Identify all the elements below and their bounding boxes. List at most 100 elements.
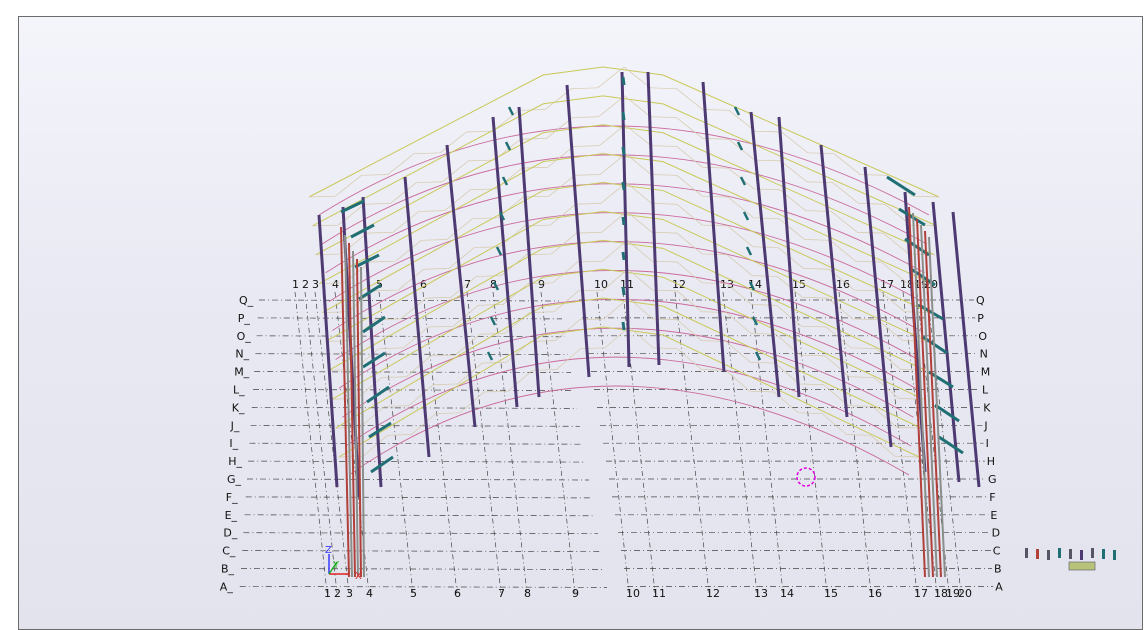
column-member[interactable] xyxy=(863,166,893,448)
brace-member[interactable] xyxy=(368,421,392,439)
truss-web[interactable] xyxy=(322,182,931,313)
roof-truss-chord[interactable] xyxy=(315,124,935,256)
brace-member[interactable] xyxy=(362,315,386,334)
structure-model-canvas[interactable]: Q_ P_ O_ N_ M_ L_ K_ J_ I_ H_ G_ F_ E_ D_ C_ B_ A_ QPONM… xyxy=(19,17,1142,629)
column-member[interactable] xyxy=(931,201,961,483)
column-member[interactable] xyxy=(620,71,631,368)
column-member[interactable] xyxy=(819,144,849,418)
column-member[interactable] xyxy=(317,214,339,488)
grid-row-line xyxy=(251,407,578,409)
grid-column-label-top: 3 xyxy=(312,278,319,291)
grid-row-line xyxy=(239,586,608,588)
end-wall-member[interactable] xyxy=(912,212,930,578)
end-wall-member[interactable] xyxy=(928,236,946,578)
column-member[interactable] xyxy=(701,81,726,373)
slope-brace[interactable] xyxy=(742,211,750,221)
roof-truss-chord[interactable] xyxy=(322,182,931,314)
ridge-brace[interactable] xyxy=(621,251,626,261)
grid-column-line xyxy=(294,291,328,594)
slope-brace[interactable] xyxy=(733,106,741,116)
ridge-brace[interactable] xyxy=(621,216,626,226)
grid-column-label-bottom: 9 xyxy=(572,587,579,600)
slope-brace[interactable] xyxy=(498,211,506,221)
end-wall-member[interactable] xyxy=(352,250,359,578)
legend-bar xyxy=(1036,549,1039,559)
slope-brace[interactable] xyxy=(751,316,759,326)
slope-brace[interactable] xyxy=(507,106,515,116)
column-member[interactable] xyxy=(445,144,477,428)
brace-member[interactable] xyxy=(370,455,394,474)
roof-truss-chord[interactable] xyxy=(318,153,933,285)
grid-row-line xyxy=(242,550,602,552)
grid-column-line xyxy=(540,291,576,594)
slope-brace[interactable] xyxy=(501,176,509,186)
column-member[interactable] xyxy=(646,71,661,366)
end-wall-member[interactable] xyxy=(340,226,350,578)
slope-brace[interactable] xyxy=(492,281,500,291)
slope-brace[interactable] xyxy=(736,141,744,151)
end-wall-member[interactable] xyxy=(920,224,938,578)
slope-brace[interactable] xyxy=(504,141,512,151)
brace-member[interactable] xyxy=(362,351,386,369)
slope-brace[interactable] xyxy=(748,281,756,291)
end-wall-member[interactable] xyxy=(908,206,926,578)
roof-truss-chord[interactable] xyxy=(335,297,922,429)
ridge-brace[interactable] xyxy=(621,321,626,331)
roof-truss-chord[interactable] xyxy=(325,210,929,342)
end-wall-member[interactable] xyxy=(360,266,365,578)
end-wall-member[interactable] xyxy=(348,242,356,578)
slope-brace[interactable] xyxy=(739,176,747,186)
end-wall-member[interactable] xyxy=(356,258,362,578)
slope-brace[interactable] xyxy=(489,316,497,326)
brace-member[interactable] xyxy=(358,283,382,301)
ridge-brace[interactable] xyxy=(621,111,626,121)
slope-brace[interactable] xyxy=(745,246,753,256)
column-member[interactable] xyxy=(777,116,801,398)
end-wall-member[interactable] xyxy=(916,218,934,578)
end-wall-member[interactable] xyxy=(924,230,942,578)
brace-member[interactable] xyxy=(918,303,944,321)
column-member[interactable] xyxy=(951,211,981,488)
column-member[interactable] xyxy=(517,106,541,398)
end-wall-member[interactable] xyxy=(344,234,353,578)
grid-column-line xyxy=(750,291,784,594)
grid-row-label-right: N xyxy=(980,348,988,361)
brace-member[interactable] xyxy=(354,253,380,269)
brace-member[interactable] xyxy=(934,403,960,423)
brace-member[interactable] xyxy=(938,435,964,455)
roof-arch-member[interactable] xyxy=(345,356,912,447)
column-member[interactable] xyxy=(749,111,781,398)
slope-brace[interactable] xyxy=(486,351,494,361)
grid-row-label-right: E xyxy=(990,509,997,522)
roof-truss-chord[interactable] xyxy=(308,66,940,198)
truss-web[interactable] xyxy=(315,124,935,256)
roof-arch-member[interactable] xyxy=(348,385,910,476)
column-member[interactable] xyxy=(403,176,431,458)
column-member[interactable] xyxy=(565,84,591,378)
ridge-brace[interactable] xyxy=(621,286,626,296)
roof-truss-chord[interactable] xyxy=(332,268,924,400)
ridge-brace[interactable] xyxy=(621,181,626,191)
grid-row-label-right: D xyxy=(992,527,1000,540)
roof-truss-chord[interactable] xyxy=(328,239,926,371)
truss-web[interactable] xyxy=(308,66,940,198)
brace-member[interactable] xyxy=(340,199,365,214)
column-member[interactable] xyxy=(491,116,519,408)
grid-column-label-bottom: 5 xyxy=(410,587,417,600)
brace-member[interactable] xyxy=(886,175,916,197)
column-member[interactable] xyxy=(361,196,383,488)
brace-member[interactable] xyxy=(350,223,375,239)
grid-row-label-right: K xyxy=(983,401,991,414)
grid-column-label-bottom: 17 xyxy=(914,587,928,600)
brace-member[interactable] xyxy=(366,385,390,404)
ridge-brace[interactable] xyxy=(621,146,626,156)
roof-truss-chord[interactable] xyxy=(338,326,920,458)
slope-brace[interactable] xyxy=(495,246,503,256)
truss-web[interactable] xyxy=(312,95,937,227)
selection-marker[interactable] xyxy=(796,467,816,487)
brace-member[interactable] xyxy=(898,207,926,227)
ridge-brace[interactable] xyxy=(621,76,626,86)
slope-brace[interactable] xyxy=(754,351,762,361)
brace-member[interactable] xyxy=(928,370,954,389)
